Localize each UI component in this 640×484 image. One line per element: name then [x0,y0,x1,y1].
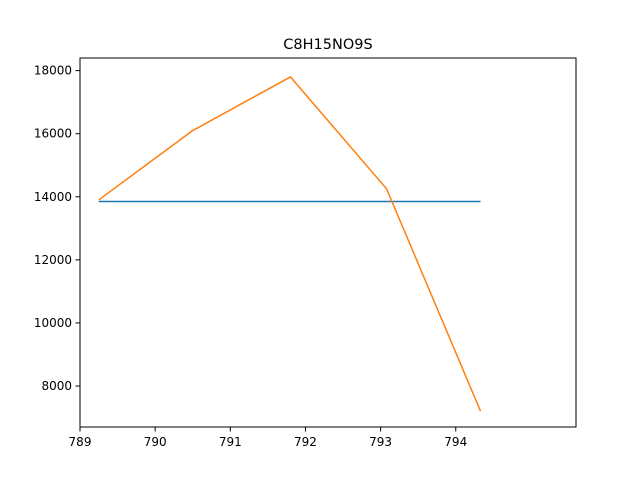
y-tick-label-10000: 10000 [34,316,72,330]
y-tick-label-12000: 12000 [34,253,72,267]
x-tick-label-794: 794 [444,435,467,449]
x-tick-label-789: 789 [69,435,92,449]
series-line-2 [98,76,482,412]
y-tick-label-8000: 8000 [41,379,72,393]
chart-title: C8H15NO9S [283,37,372,53]
x-tick-label-791: 791 [219,435,242,449]
y-tick-label-14000: 14000 [34,190,72,204]
y-axis: 8000 10000 12000 14000 16000 18000 [34,64,80,393]
y-tick-label-18000: 18000 [34,64,72,78]
x-tick-label-790: 790 [144,435,167,449]
plot-area [79,57,577,428]
x-axis: 789 790 791 792 793 794 [69,427,467,449]
y-tick-label-16000: 16000 [34,127,72,141]
plot-frame [79,57,577,428]
x-tick-label-793: 793 [369,435,392,449]
series-layer [98,76,482,412]
x-tick-label-792: 792 [294,435,317,449]
